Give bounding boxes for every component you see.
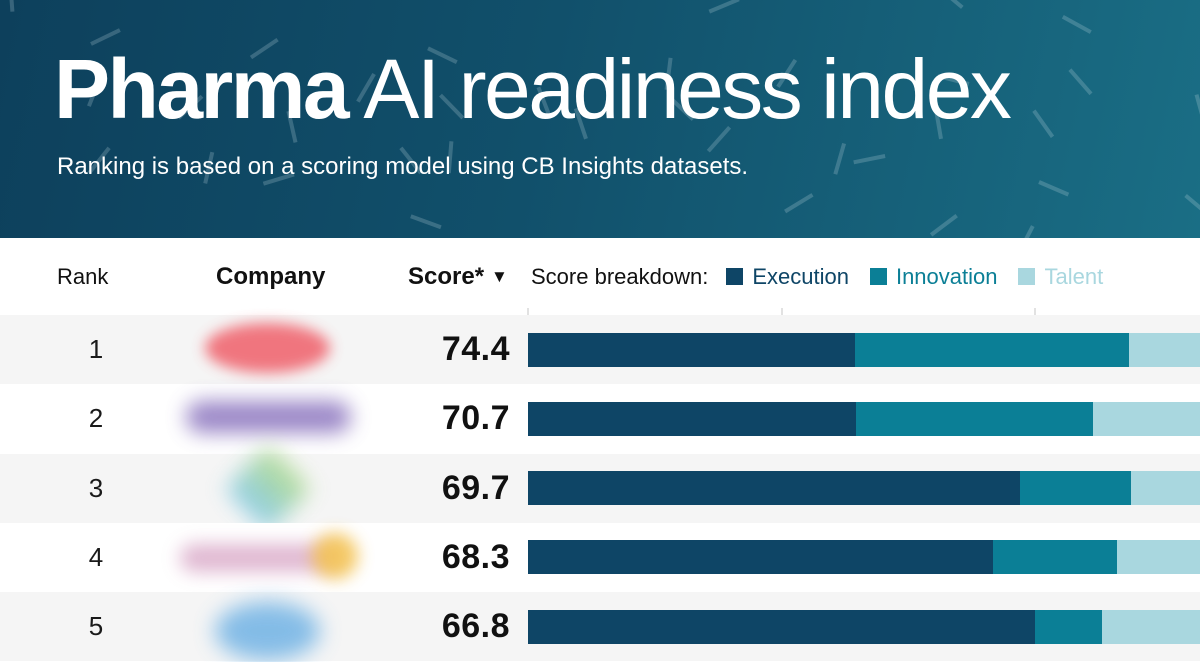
page-subtitle: Ranking is based on a scoring model usin… <box>57 151 748 183</box>
bar-segment-innovation <box>856 402 1093 436</box>
score-column-label: Score* <box>408 263 484 290</box>
column-header-company: Company <box>216 263 325 291</box>
bar-segment-talent <box>1093 402 1200 436</box>
score-cell: 74.4 <box>390 315 510 384</box>
rank-cell: 3 <box>66 454 126 523</box>
table-row: 1 74.4 <box>0 315 1200 384</box>
table-row: 4 68.3 <box>0 523 1200 592</box>
ranking-table-body: 1 74.4 2 70.7 3 69.7 4 68.3 <box>0 315 1200 662</box>
legend-item-execution: Execution <box>726 264 849 290</box>
table-row: 2 70.7 <box>0 384 1200 453</box>
table-row: 3 69.7 <box>0 454 1200 523</box>
bar-segment-execution <box>528 610 1035 644</box>
score-breakdown-bar <box>528 402 1200 436</box>
table-row: 5 66.8 <box>0 592 1200 661</box>
company-logo-blurred <box>170 384 370 453</box>
page-title-regular: AI readiness index <box>347 42 1009 136</box>
rank-cell: 2 <box>66 384 126 453</box>
logo-blur-dot <box>312 533 358 579</box>
score-cell: 68.3 <box>390 523 510 592</box>
bar-segment-talent <box>1117 540 1200 574</box>
score-breakdown-bar <box>528 333 1200 367</box>
bar-segment-talent <box>1129 333 1200 367</box>
bar-segment-execution <box>528 402 856 436</box>
column-header-score[interactable]: Score* ▼ <box>408 263 508 291</box>
score-cell: 70.7 <box>390 384 510 453</box>
score-cell: 69.7 <box>390 454 510 523</box>
company-logo-blurred <box>170 523 370 592</box>
talent-swatch-icon <box>1018 268 1035 285</box>
sort-descending-icon[interactable]: ▼ <box>491 267 508 286</box>
bar-segment-innovation <box>1035 610 1102 644</box>
bar-segment-execution <box>528 540 993 574</box>
bar-segment-innovation <box>855 333 1130 367</box>
legend-name-execution: Execution <box>752 264 849 290</box>
legend-label: Score breakdown: <box>531 264 708 290</box>
score-cell: 66.8 <box>390 592 510 661</box>
score-breakdown-bar <box>528 471 1200 505</box>
logo-blur-blob <box>186 401 351 433</box>
bar-segment-execution <box>528 333 855 367</box>
legend-name-innovation: Innovation <box>896 264 998 290</box>
rank-cell: 5 <box>66 592 126 661</box>
column-header-rank: Rank <box>57 264 108 290</box>
bar-segment-talent <box>1102 610 1200 644</box>
rank-cell: 1 <box>66 315 126 384</box>
company-logo-blurred <box>170 454 370 523</box>
logo-blur-blob <box>224 445 312 533</box>
page-title: Pharma AI readiness index <box>54 44 1009 134</box>
legend-item-talent: Talent <box>1018 264 1103 290</box>
logo-blur-blob <box>215 602 320 660</box>
rank-cell: 4 <box>66 523 126 592</box>
company-logo-blurred <box>170 592 370 661</box>
bar-segment-execution <box>528 471 1020 505</box>
bar-segment-talent <box>1131 471 1200 505</box>
bar-segment-innovation <box>993 540 1117 574</box>
header-banner: Pharma AI readiness index Ranking is bas… <box>0 0 1200 238</box>
company-logo-blurred <box>170 315 370 384</box>
table-header: Rank Company Score* ▼ Score breakdown: Ex… <box>0 238 1200 315</box>
score-breakdown-legend: Score breakdown: Execution Innovation Ta… <box>531 238 1124 315</box>
execution-swatch-icon <box>726 268 743 285</box>
legend-item-innovation: Innovation <box>870 264 998 290</box>
score-breakdown-bar <box>528 540 1200 574</box>
legend-name-talent: Talent <box>1044 264 1103 290</box>
score-breakdown-bar <box>528 610 1200 644</box>
innovation-swatch-icon <box>870 268 887 285</box>
logo-blur-blob <box>205 323 330 373</box>
bar-segment-innovation <box>1020 471 1132 505</box>
page-title-bold: Pharma <box>54 42 347 136</box>
